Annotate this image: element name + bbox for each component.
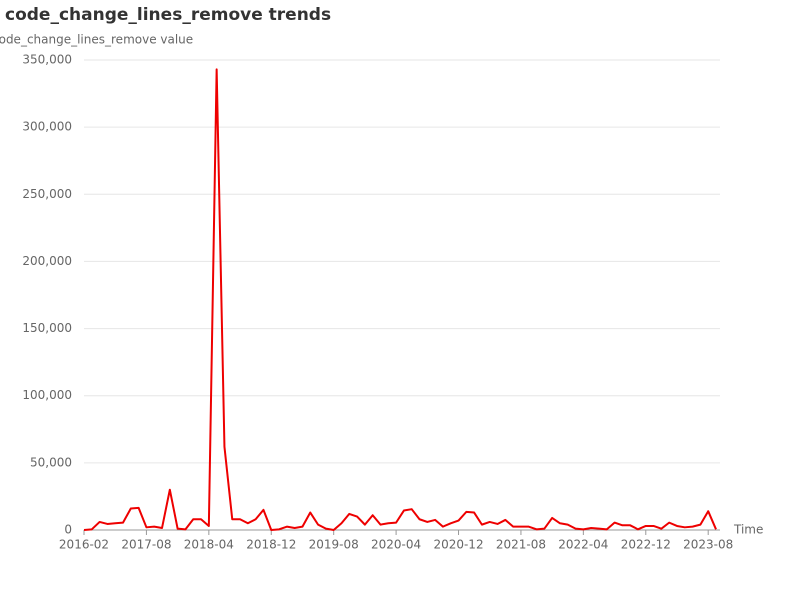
y-tick-label: 50,000 <box>30 455 72 469</box>
x-tick-label: 2021-08 <box>496 538 546 552</box>
y-tick-label: 150,000 <box>22 321 72 335</box>
x-tick-label: 2019-08 <box>309 538 359 552</box>
data-line <box>83 68 717 531</box>
x-tick-label: 2020-04 <box>371 538 421 552</box>
x-tick-label: 2018-12 <box>246 538 296 552</box>
y-tick-label: 0 <box>64 523 72 537</box>
x-tick-label: 2020-12 <box>433 538 483 552</box>
x-axis-label: Time <box>733 523 763 537</box>
y-axis-label: code_change_lines_remove value <box>0 33 193 47</box>
chart-title: code_change_lines_remove trends <box>5 5 331 25</box>
x-tick-label: 2016-02 <box>59 538 109 552</box>
y-tick-label: 350,000 <box>22 53 72 67</box>
x-tick-label: 2023-08 <box>683 538 733 552</box>
x-tick-label: 2017-08 <box>121 538 171 552</box>
x-tick-label: 2022-12 <box>621 538 671 552</box>
y-tick-label: 300,000 <box>22 120 72 134</box>
x-tick-label: 2018-04 <box>184 538 234 552</box>
y-tick-label: 250,000 <box>22 187 72 201</box>
x-tick-label: 2022-04 <box>558 538 608 552</box>
y-tick-label: 200,000 <box>22 254 72 268</box>
y-tick-label: 100,000 <box>22 388 72 402</box>
